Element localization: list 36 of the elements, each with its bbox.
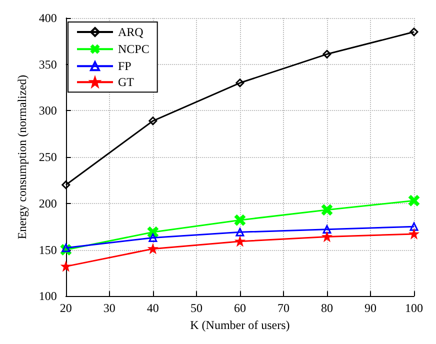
x-tick-label: 90 — [364, 301, 376, 316]
x-tick-label: 80 — [320, 301, 333, 316]
point — [322, 225, 332, 234]
legend-label: ARQ — [118, 25, 144, 39]
legend-label: GT — [118, 75, 135, 90]
x-axis-title: K (Number of users) — [190, 318, 290, 332]
x-tick-label: 50 — [190, 301, 202, 316]
point — [62, 180, 70, 190]
point — [236, 228, 244, 236]
point — [410, 222, 418, 231]
x-tick-label: 30 — [103, 301, 116, 316]
x-tick-label: 100 — [405, 301, 423, 316]
point — [148, 233, 158, 242]
y-tick-label: 350 — [38, 57, 57, 72]
y-tick-label: 400 — [38, 11, 57, 25]
x-tick-label: 40 — [146, 301, 159, 316]
y-tick-label: 250 — [38, 150, 57, 164]
point — [322, 204, 332, 216]
point — [322, 50, 332, 58]
y-tick-label: 300 — [38, 104, 57, 118]
x-tick-label: 20 — [60, 301, 72, 316]
x-tick-label: 70 — [277, 301, 290, 316]
y-tick-label: 150 — [38, 242, 57, 257]
x-tick-label: 60 — [234, 301, 246, 316]
point — [148, 116, 158, 126]
point — [410, 28, 418, 36]
y-tick-label: 200 — [38, 196, 57, 210]
point — [236, 78, 244, 88]
legend-label: NCPC — [118, 42, 150, 56]
point — [408, 195, 420, 206]
y-axis-title: Energy consumption (normalized) — [15, 74, 29, 240]
point — [62, 244, 70, 252]
legend-label: FP — [118, 59, 132, 74]
point — [234, 214, 246, 226]
y-tick-label: 100 — [38, 289, 57, 304]
point — [148, 226, 158, 238]
